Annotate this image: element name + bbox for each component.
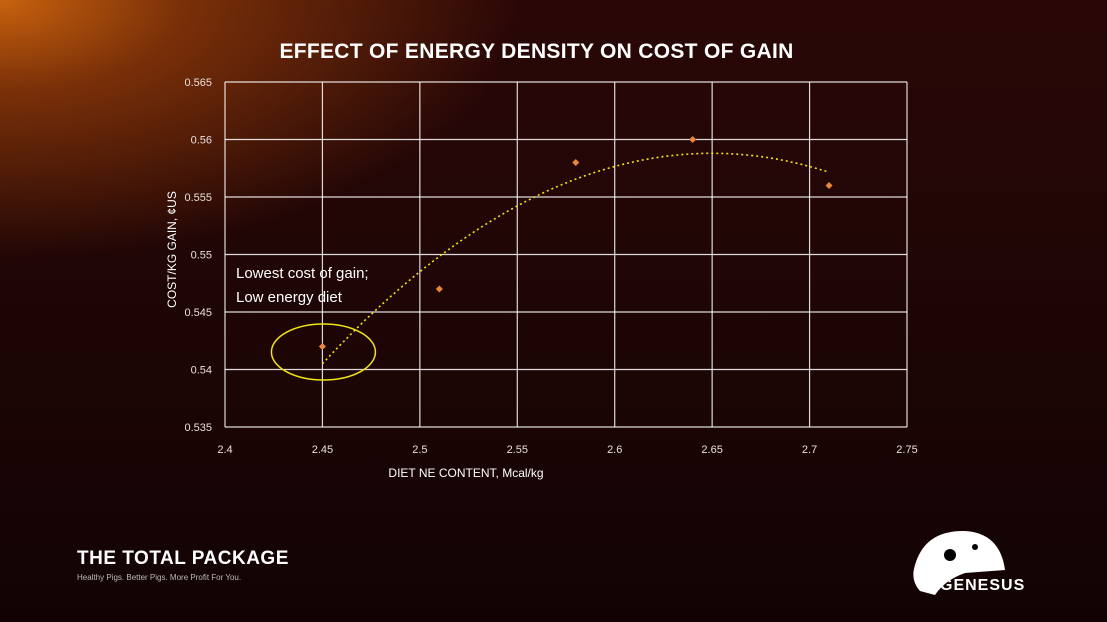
x-tick-label: 2.65 xyxy=(701,444,722,456)
y-tick-label: 0.56 xyxy=(191,135,212,147)
data-point xyxy=(435,285,443,293)
x-tick-label: 2.7 xyxy=(802,444,817,456)
y-tick-label: 0.545 xyxy=(184,307,212,319)
data-point xyxy=(689,135,697,144)
y-tick-label: 0.54 xyxy=(191,365,212,377)
x-tick-label: 2.45 xyxy=(312,444,333,456)
genesus-logo-icon xyxy=(913,530,1005,595)
chart-title: EFFECT OF ENERGY DENSITY ON COST OF GAIN xyxy=(279,40,794,63)
highlight-ellipse xyxy=(270,323,377,381)
y-tick-label: 0.535 xyxy=(184,422,212,434)
x-tick-label: 2.75 xyxy=(896,444,917,456)
x-tick-label: 2.4 xyxy=(217,444,232,456)
annotation-line: Low energy diet xyxy=(236,289,342,306)
annotation: Lowest cost of gain; Low energy diet xyxy=(236,262,369,310)
data-point xyxy=(572,158,580,167)
x-tick-label: 2.5 xyxy=(412,444,427,456)
x-tick-label: 2.55 xyxy=(507,444,528,456)
y-tick-label: 0.55 xyxy=(191,250,212,262)
brand-tagline: Healthy Pigs. Better Pigs. More Profit F… xyxy=(77,573,242,582)
annotation-line: Lowest cost of gain; xyxy=(236,265,369,282)
data-point xyxy=(318,342,326,351)
x-tick-label: 2.6 xyxy=(607,444,622,456)
y-axis-label: COST/KG GAIN, ¢US xyxy=(165,191,179,308)
y-tick-label: 0.565 xyxy=(184,77,212,89)
x-axis-label: DIET NE CONTENT, Mcal/kg xyxy=(388,466,543,480)
y-tick-label: 0.555 xyxy=(184,192,212,204)
data-point xyxy=(825,181,833,190)
trendline xyxy=(321,152,830,365)
logo-text: GENESUS xyxy=(940,577,1026,594)
brand-name: THE TOTAL PACKAGE xyxy=(77,548,289,569)
